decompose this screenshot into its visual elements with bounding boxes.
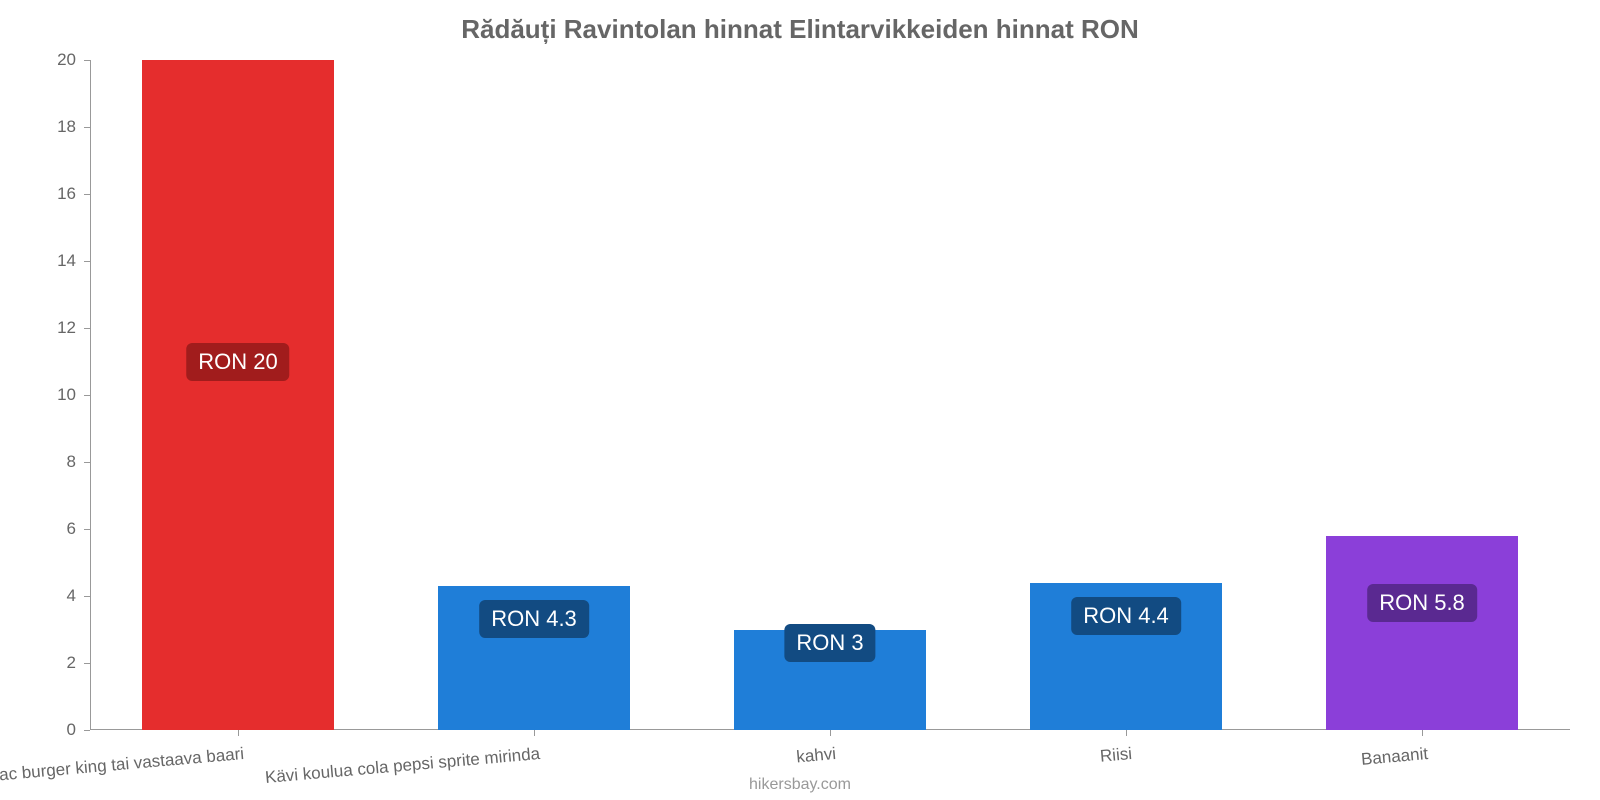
y-tick-mark xyxy=(84,596,90,597)
y-tick-label: 6 xyxy=(67,519,76,539)
y-tick-mark xyxy=(84,462,90,463)
x-tick-label: Banaanit xyxy=(1360,744,1429,770)
x-tick-mark xyxy=(238,730,239,736)
y-tick-mark xyxy=(84,663,90,664)
y-tick-mark xyxy=(84,194,90,195)
y-tick-label: 2 xyxy=(67,653,76,673)
y-tick-label: 14 xyxy=(57,251,76,271)
y-tick-mark xyxy=(84,60,90,61)
bar xyxy=(1326,536,1518,730)
chart-title: Rădăuți Ravintolan hinnat Elintarvikkeid… xyxy=(0,14,1600,45)
bar xyxy=(142,60,334,730)
bars-container: RON 20 RON 4.3 RON 3 RON 4.4 RON 5.8 xyxy=(90,60,1570,730)
y-tick-label: 16 xyxy=(57,184,76,204)
y-tick-mark xyxy=(84,261,90,262)
y-tick-label: 0 xyxy=(67,720,76,740)
price-bar-chart: Rădăuți Ravintolan hinnat Elintarvikkeid… xyxy=(0,0,1600,800)
bar-value-label: RON 4.4 xyxy=(1071,597,1181,635)
y-tick-mark xyxy=(84,127,90,128)
y-tick-label: 10 xyxy=(57,385,76,405)
x-tick-label: Riisi xyxy=(1099,744,1133,767)
x-tick-mark xyxy=(1422,730,1423,736)
x-tick-label: kahvi xyxy=(796,744,837,767)
y-tick-label: 4 xyxy=(67,586,76,606)
x-tick-mark xyxy=(534,730,535,736)
y-tick-label: 8 xyxy=(67,452,76,472)
x-tick-mark xyxy=(1126,730,1127,736)
y-tick-mark xyxy=(84,328,90,329)
plot-area: RON 20RON 4.3RON 3RON 4.4RON 5.8 0246810… xyxy=(90,60,1570,730)
bar-value-label: RON 4.3 xyxy=(479,600,589,638)
y-tick-mark xyxy=(84,529,90,530)
bar-value-label: RON 20 xyxy=(186,343,289,381)
y-tick-mark xyxy=(84,730,90,731)
x-tick-mark xyxy=(830,730,831,736)
y-tick-mark xyxy=(84,395,90,396)
y-tick-label: 18 xyxy=(57,117,76,137)
chart-footer: hikersbay.com xyxy=(0,776,1600,794)
y-tick-label: 12 xyxy=(57,318,76,338)
y-tick-label: 20 xyxy=(57,50,76,70)
bar-value-label: RON 5.8 xyxy=(1367,584,1477,622)
bar-value-label: RON 3 xyxy=(784,624,875,662)
